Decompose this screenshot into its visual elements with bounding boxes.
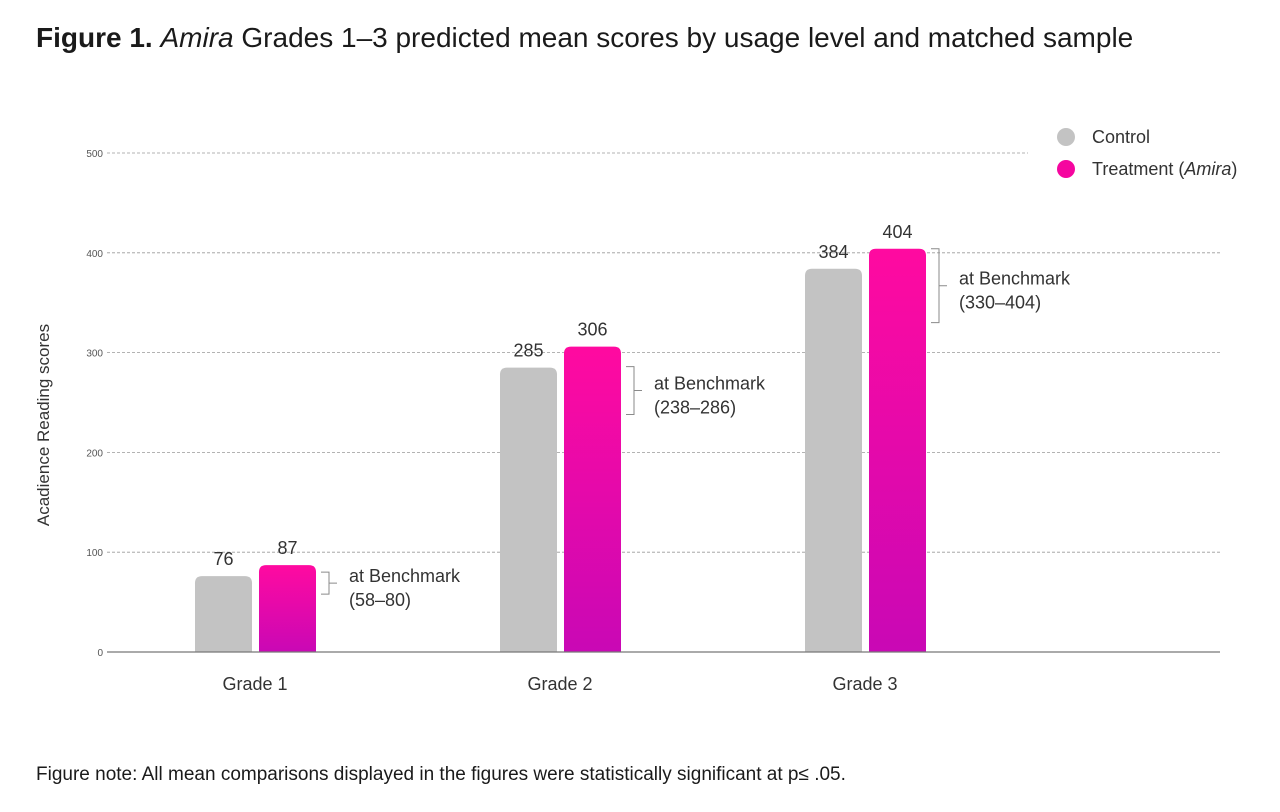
title-italic: Amira [160, 22, 234, 53]
gridlines [107, 152, 1220, 553]
data-label: 87 [277, 538, 297, 558]
data-label: 76 [213, 549, 233, 569]
y-tick-labels: 0 100 200 300 400 500 [86, 149, 103, 659]
benchmark-range: (330–404) [959, 293, 1041, 313]
bar-control-1 [195, 576, 252, 652]
bar-control-2 [500, 367, 557, 652]
y-tick-label: 0 [97, 648, 103, 659]
bar-control-3 [805, 268, 862, 652]
bar-treatment-1 [259, 565, 316, 652]
benchmark-label: at Benchmark [959, 269, 1071, 289]
bar-treatment-2 [564, 346, 621, 652]
benchmark-bracket [626, 366, 642, 415]
figure-number: Figure 1. [36, 22, 153, 53]
category-labels: Grade 1 Grade 2 Grade 3 [222, 674, 897, 694]
benchmark-label: at Benchmark [654, 374, 766, 394]
bars [195, 248, 926, 653]
legend: Control Treatment (Amira) [1057, 127, 1237, 179]
data-label: 404 [882, 222, 912, 242]
y-tick-label: 200 [86, 448, 103, 459]
benchmark-label: at Benchmark [349, 566, 461, 586]
y-tick-label: 500 [86, 149, 103, 160]
figure-note: Figure note: All mean comparisons displa… [36, 764, 846, 785]
legend-treatment-label: Treatment (Amira) [1092, 159, 1237, 179]
bar-treatment-3 [869, 248, 926, 653]
data-label: 285 [513, 341, 543, 361]
benchmark-bracket [321, 571, 337, 595]
chart-title: Figure 1. Amira Grades 1–3 predicted mea… [36, 22, 1133, 54]
y-axis-label: Acadience Reading scores [34, 324, 53, 526]
legend-treatment-swatch [1057, 160, 1075, 178]
benchmark-bracket [931, 248, 947, 324]
y-tick-label: 100 [86, 548, 103, 559]
y-tick-label: 400 [86, 249, 103, 260]
benchmark-range: (238–286) [654, 398, 736, 418]
data-label: 384 [818, 242, 848, 262]
data-label: 306 [577, 320, 607, 340]
benchmark-annotations: at Benchmark (58–80) at Benchmark (238–286)… [321, 248, 1071, 610]
bar-chart: 0 100 200 300 400 500 Acadience Reading score… [34, 127, 1237, 694]
title-text: Grades 1–3 predicted mean scores by usag… [241, 22, 1134, 53]
category-label: Grade 1 [222, 674, 287, 694]
benchmark-range: (58–80) [349, 590, 411, 610]
data-labels: 76 87 285 306 384 404 [213, 222, 912, 569]
legend-control-swatch [1057, 128, 1075, 146]
category-label: Grade 3 [832, 674, 897, 694]
y-tick-label: 300 [86, 349, 103, 360]
legend-control-label: Control [1092, 127, 1150, 147]
category-label: Grade 2 [527, 674, 592, 694]
